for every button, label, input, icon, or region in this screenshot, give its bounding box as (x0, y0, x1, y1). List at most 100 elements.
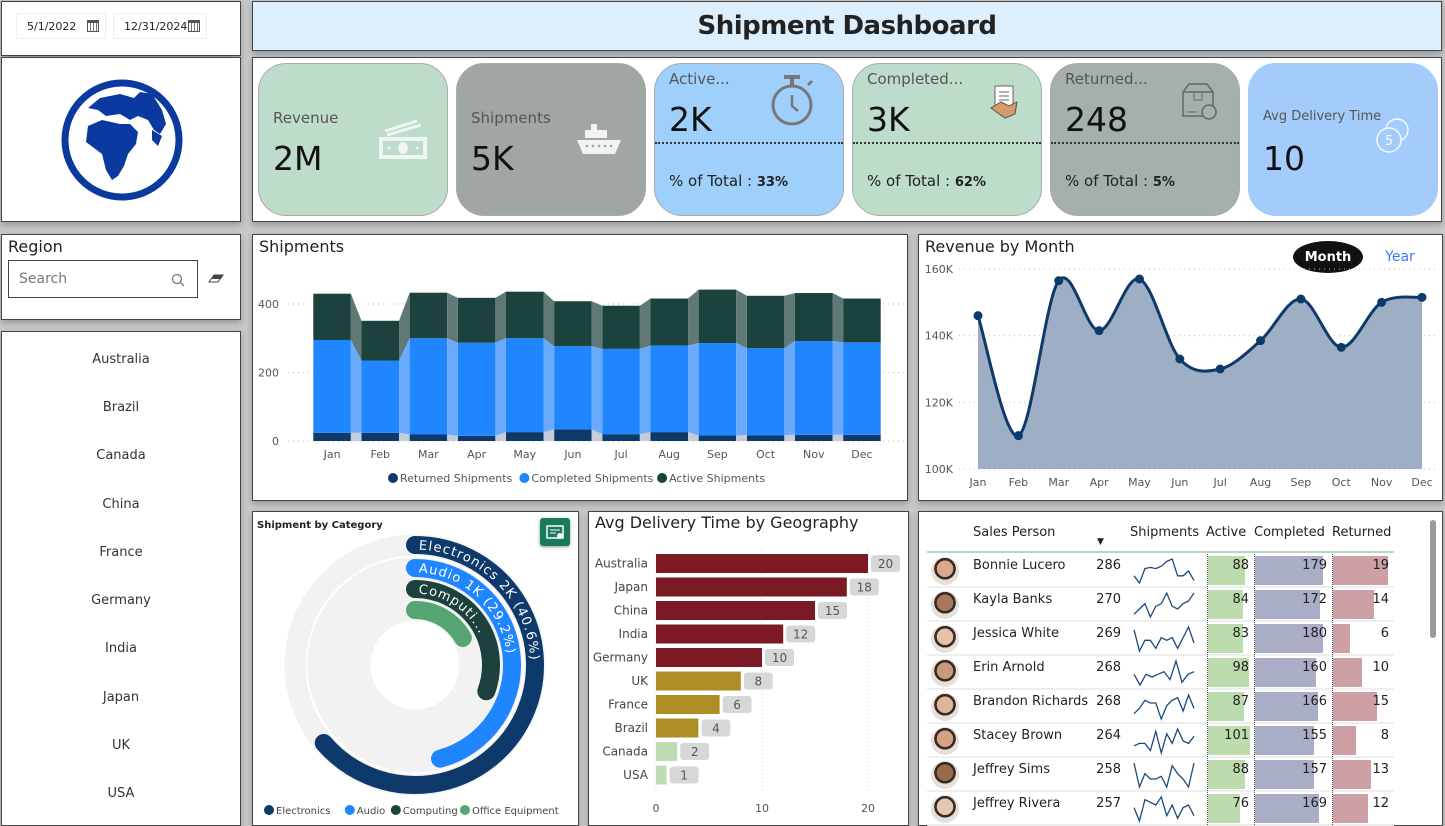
bar[interactable] (656, 718, 699, 738)
legend-label[interactable]: Audio (357, 806, 385, 817)
sort-desc-icon[interactable]: ▼ (1097, 537, 1104, 547)
calendar-icon[interactable] (87, 20, 99, 32)
bar-active-shipments[interactable] (505, 291, 544, 339)
arc-computing[interactable] (406, 580, 500, 701)
bar-returned-shipments[interactable] (313, 432, 351, 441)
bar-completed-shipments[interactable] (313, 339, 351, 433)
data-point[interactable] (1094, 326, 1104, 336)
smart-narrative-button[interactable] (540, 518, 570, 546)
data-point[interactable] (1175, 354, 1185, 364)
legend-label[interactable]: Office Equipment (472, 806, 559, 817)
legend-label[interactable]: Returned Shipments (400, 472, 513, 485)
legend-label[interactable]: Computing (403, 806, 458, 817)
bar-active-shipments[interactable] (554, 301, 592, 347)
bar-completed-shipments[interactable] (554, 346, 592, 430)
region-item[interactable]: Brazil (102, 399, 140, 415)
bar-completed-shipments[interactable] (843, 342, 881, 435)
legend-label[interactable]: Active Shipments (669, 472, 765, 485)
bar-completed-shipments[interactable] (505, 338, 544, 433)
region-item[interactable]: China (102, 496, 140, 512)
bar-completed-shipments[interactable] (746, 348, 785, 436)
data-point[interactable] (1054, 276, 1064, 286)
arc-office-equipment[interactable] (406, 601, 472, 647)
data-point[interactable] (1134, 274, 1144, 284)
bar-returned-shipments[interactable] (554, 429, 592, 441)
bar-returned-shipments[interactable] (505, 432, 544, 441)
region-item[interactable]: Canada (96, 448, 146, 464)
data-point[interactable] (1296, 294, 1306, 304)
end-date-input[interactable]: 12/31/2024 (113, 13, 207, 39)
bar[interactable] (656, 624, 784, 644)
bar[interactable] (656, 601, 815, 620)
data-point[interactable] (973, 311, 983, 321)
region-item[interactable]: Australia (92, 351, 150, 367)
calendar-icon[interactable] (188, 20, 200, 32)
start-date-input[interactable]: 5/1/2022 (16, 13, 106, 39)
bar-active-shipments[interactable] (698, 289, 737, 344)
region-item[interactable]: USA (107, 786, 135, 802)
bar[interactable] (656, 577, 847, 597)
bar-completed-shipments[interactable] (602, 348, 640, 435)
bar-completed-shipments[interactable] (409, 338, 448, 435)
bar-returned-shipments[interactable] (409, 434, 448, 441)
column-header-shipments[interactable]: Shipments (1130, 525, 1200, 540)
bar-returned-shipments[interactable] (361, 432, 400, 441)
bar-completed-shipments[interactable] (457, 342, 496, 436)
data-point[interactable] (1377, 297, 1387, 307)
bar-active-shipments[interactable] (843, 298, 881, 343)
column-header-active[interactable]: Active (1206, 525, 1247, 540)
column-header-sales-person[interactable]: Sales Person (973, 525, 1056, 540)
bar-returned-shipments[interactable] (698, 435, 737, 441)
bar-returned-shipments[interactable] (794, 434, 833, 441)
bar-completed-shipments[interactable] (650, 345, 689, 433)
bar-returned-shipments[interactable] (843, 434, 881, 441)
data-point[interactable] (1256, 336, 1266, 346)
bar[interactable] (656, 765, 667, 785)
bar-completed-shipments[interactable] (361, 360, 400, 433)
bar-active-shipments[interactable] (746, 295, 785, 349)
column-header-completed[interactable]: Completed (1254, 525, 1325, 540)
data-point[interactable] (1417, 292, 1427, 302)
region-item[interactable]: France (99, 544, 143, 560)
eraser-icon[interactable] (208, 272, 224, 284)
bar[interactable] (656, 671, 741, 691)
table-row[interactable]: Stacey Brown 264 101 155 8 (927, 724, 1394, 758)
legend-label[interactable]: Electronics (276, 806, 331, 817)
bar-returned-shipments[interactable] (746, 435, 785, 441)
region-item[interactable]: Germany (91, 593, 151, 609)
bar[interactable] (656, 742, 678, 761)
data-point[interactable] (1215, 364, 1225, 374)
bar-completed-shipments[interactable] (698, 343, 737, 436)
table-row[interactable]: Bonnie Lucero 286 88 179 19 (927, 554, 1394, 588)
arc-audio[interactable] (406, 559, 521, 768)
bar-active-shipments[interactable] (650, 298, 689, 346)
bar[interactable] (656, 554, 868, 573)
bar-active-shipments[interactable] (409, 292, 448, 339)
region-item[interactable]: UK (111, 738, 131, 754)
arc-electronics[interactable] (314, 536, 544, 794)
region-search-input[interactable]: Search (8, 260, 198, 298)
bar[interactable] (656, 648, 762, 667)
bar-returned-shipments[interactable] (602, 434, 640, 441)
data-point[interactable] (1013, 431, 1023, 441)
column-header-returned[interactable]: Returned (1332, 525, 1392, 540)
search-icon[interactable] (171, 273, 185, 287)
data-point[interactable] (1336, 342, 1346, 352)
table-row[interactable]: Erin Arnold 268 98 160 10 (927, 656, 1394, 690)
bar-active-shipments[interactable] (602, 305, 640, 349)
table-row[interactable]: Jeffrey Rivera 257 76 169 12 (927, 792, 1394, 826)
bar-completed-shipments[interactable] (794, 340, 833, 435)
legend-label[interactable]: Completed Shipments (531, 472, 653, 485)
year-toggle-button[interactable]: Year (1385, 249, 1415, 265)
table-row[interactable]: Brandon Richards 268 87 166 15 (927, 690, 1394, 724)
table-row[interactable]: Kayla Banks 270 84 172 14 (927, 588, 1394, 622)
month-toggle-button[interactable]: Month (1293, 241, 1363, 273)
table-row[interactable]: Jessica White 269 83 180 6 (927, 622, 1394, 656)
bar-active-shipments[interactable] (794, 293, 833, 341)
bar-active-shipments[interactable] (361, 320, 400, 361)
bar-returned-shipments[interactable] (650, 432, 689, 441)
region-item[interactable]: India (105, 641, 137, 657)
bar-active-shipments[interactable] (457, 297, 496, 343)
vertical-scrollbar[interactable] (1430, 520, 1436, 638)
bar-returned-shipments[interactable] (457, 435, 496, 441)
